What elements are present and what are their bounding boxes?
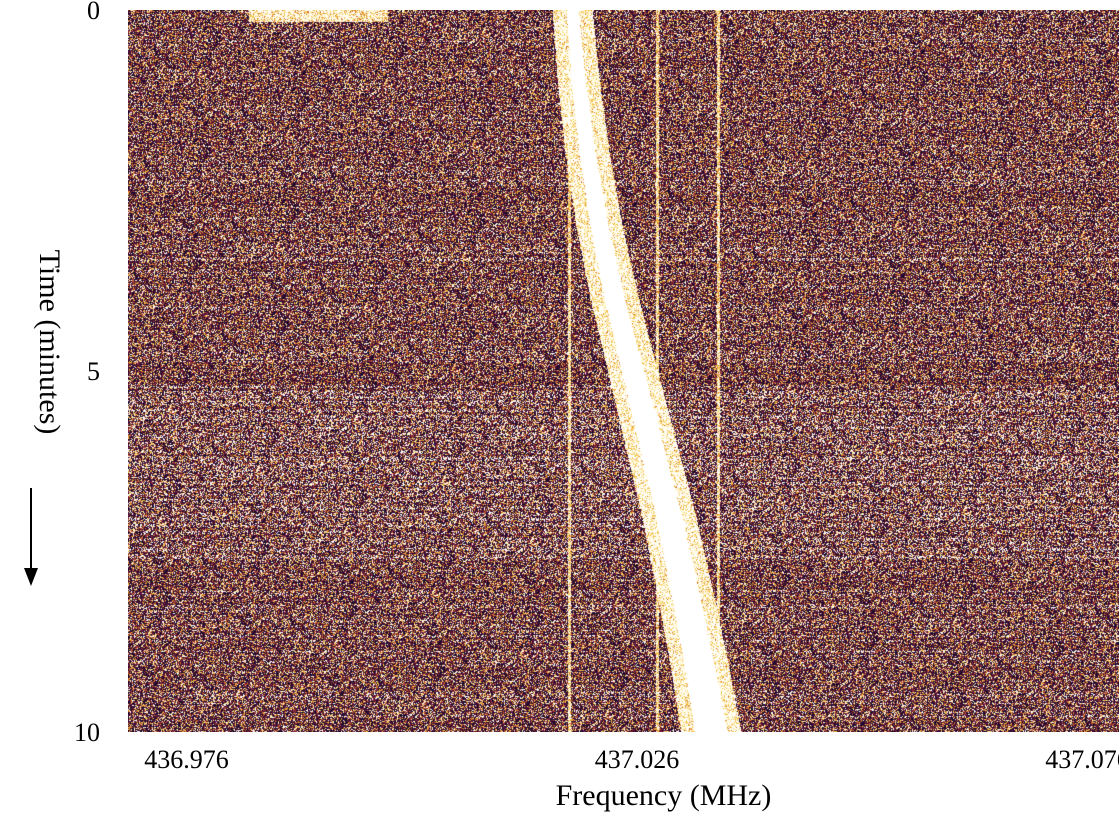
x-axis-ticks: 436.976 437.026 437.076 bbox=[144, 745, 1119, 774]
y-tick-label: 10 bbox=[74, 718, 100, 747]
y-tick-label: 5 bbox=[87, 357, 100, 386]
time-direction-arrow-icon bbox=[24, 568, 38, 586]
spectrogram-heatmap bbox=[128, 10, 1119, 732]
x-tick-label: 436.976 bbox=[144, 745, 229, 774]
y-axis-title-group: Time (minutes) bbox=[24, 250, 66, 586]
y-tick-label: 0 bbox=[87, 0, 100, 25]
plot-area bbox=[128, 10, 1119, 732]
y-axis-ticks: 0 5 10 bbox=[74, 0, 100, 747]
y-axis-title: Time (minutes) bbox=[33, 250, 66, 435]
x-tick-label: 437.026 bbox=[595, 745, 680, 774]
x-tick-label: 437.076 bbox=[1045, 745, 1119, 774]
x-axis-title: Frequency (MHz) bbox=[556, 779, 772, 812]
